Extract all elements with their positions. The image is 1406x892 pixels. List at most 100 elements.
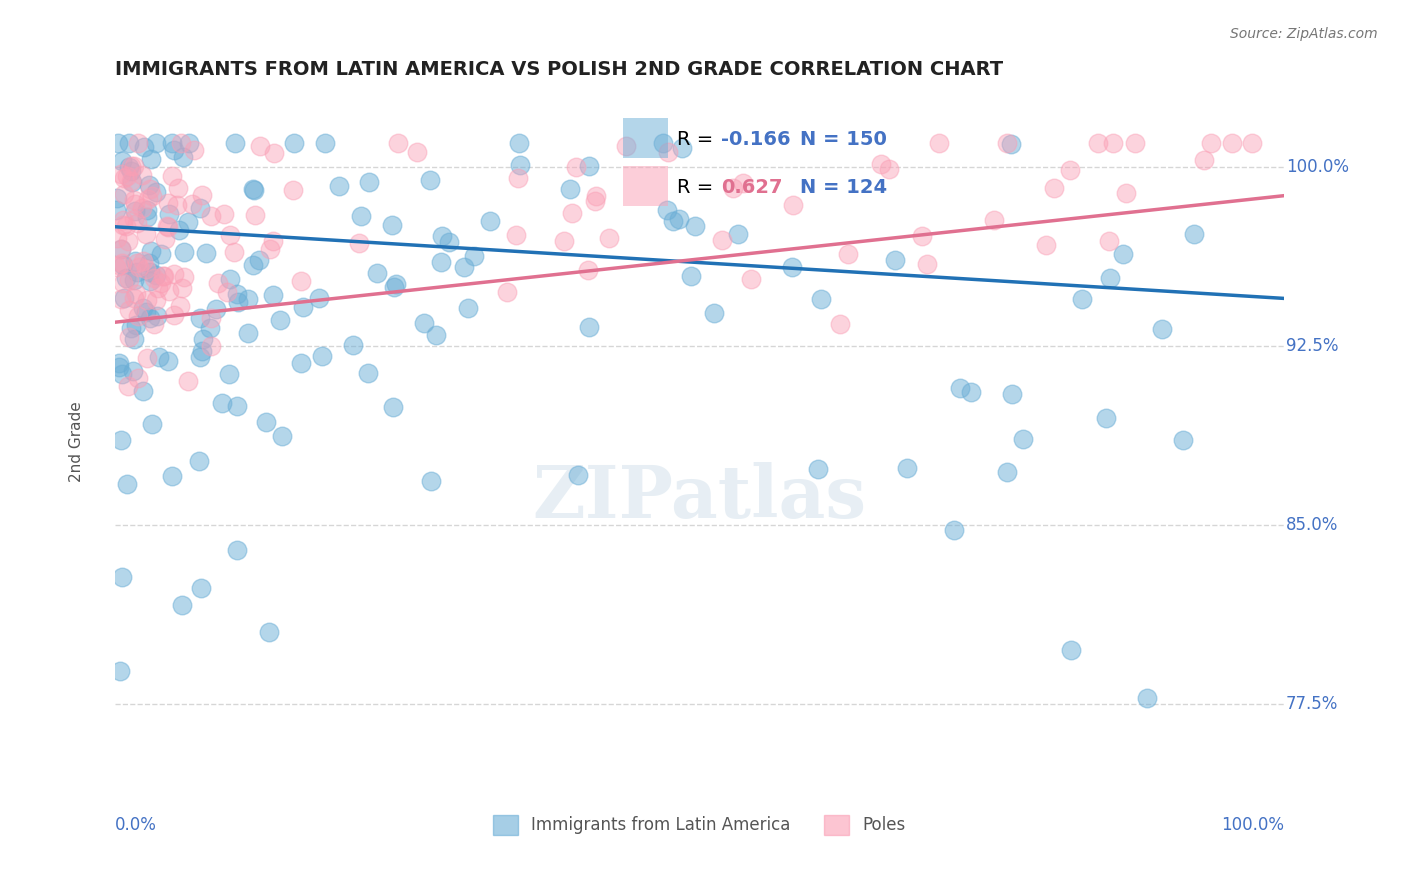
Point [585,189,607,203]
Text: 85.0%: 85.0% [1286,516,1339,534]
Point [112,258,135,272]
Point [138,256,160,270]
Point [1194,153,1216,168]
Point [810,293,832,307]
Point [124,318,146,333]
Point [671,141,693,155]
Point [122,273,145,287]
Text: R =: R = [676,129,720,149]
Point [425,328,447,343]
Point [156,220,179,235]
Point [131,384,153,398]
Point [710,233,733,247]
Point [188,350,211,364]
Point [683,219,706,234]
Text: 92.5%: 92.5% [1286,337,1339,355]
Point [112,277,135,291]
Point [917,257,939,271]
Point [141,153,163,167]
Point [110,665,132,679]
Point [457,301,479,315]
Point [160,169,183,183]
Point [366,266,388,280]
Point [156,219,179,233]
FancyBboxPatch shape [623,118,668,158]
Point [505,228,527,243]
Point [1173,434,1195,448]
Point [122,211,145,226]
Point [1115,186,1137,201]
Text: IMMIGRANTS FROM LATIN AMERICA VS POLISH 2ND GRADE CORRELATION CHART: IMMIGRANTS FROM LATIN AMERICA VS POLISH … [115,60,1002,78]
Point [138,311,160,326]
Point [314,136,336,151]
Point [163,267,186,281]
Point [1199,136,1222,151]
Point [218,367,240,381]
Point [153,232,176,246]
Point [1000,137,1022,152]
Point [138,274,160,288]
Point [382,280,405,294]
Point [385,277,408,292]
Point [139,181,162,195]
Point [218,228,240,243]
Point [290,356,312,370]
Point [136,351,159,366]
Point [652,136,675,151]
Point [136,211,159,225]
Point [136,293,159,307]
Point [118,273,141,287]
Point [172,149,194,163]
Text: N = 150: N = 150 [800,129,887,149]
Point [124,193,146,207]
Point [430,254,453,268]
Point [142,271,165,285]
Point [115,271,138,285]
Point [1059,643,1081,657]
Point [181,196,204,211]
Point [125,256,148,270]
Point [508,136,530,151]
Point [254,416,277,430]
Point [655,203,678,218]
Point [110,433,132,447]
Point [1043,181,1066,195]
Point [177,136,200,151]
Point [145,186,167,200]
Point [127,371,149,385]
Text: R =: R = [676,178,725,197]
Point [1059,163,1081,178]
Point [127,310,149,324]
Text: 0.627: 0.627 [721,178,783,197]
Point [420,474,443,488]
Point [141,188,163,202]
Point [870,157,893,171]
Point [225,399,247,413]
Point [721,180,744,194]
Point [679,268,702,283]
Point [191,343,214,358]
Point [782,198,804,212]
Point [1012,432,1035,446]
Point [270,429,292,443]
Point [357,367,380,381]
Point [257,624,280,639]
Point [117,234,139,248]
Point [135,202,157,217]
Point [1098,235,1121,249]
Point [127,217,149,231]
Point [598,231,620,245]
Point [380,218,402,232]
Point [173,244,195,259]
Point [145,293,167,307]
Point [135,262,157,277]
Point [432,229,454,244]
Point [118,302,141,317]
Point [508,170,530,185]
Point [578,320,600,334]
Point [188,201,211,215]
Point [291,300,314,314]
Text: 100.0%: 100.0% [1220,815,1284,833]
Point [131,202,153,216]
Point [160,136,183,151]
